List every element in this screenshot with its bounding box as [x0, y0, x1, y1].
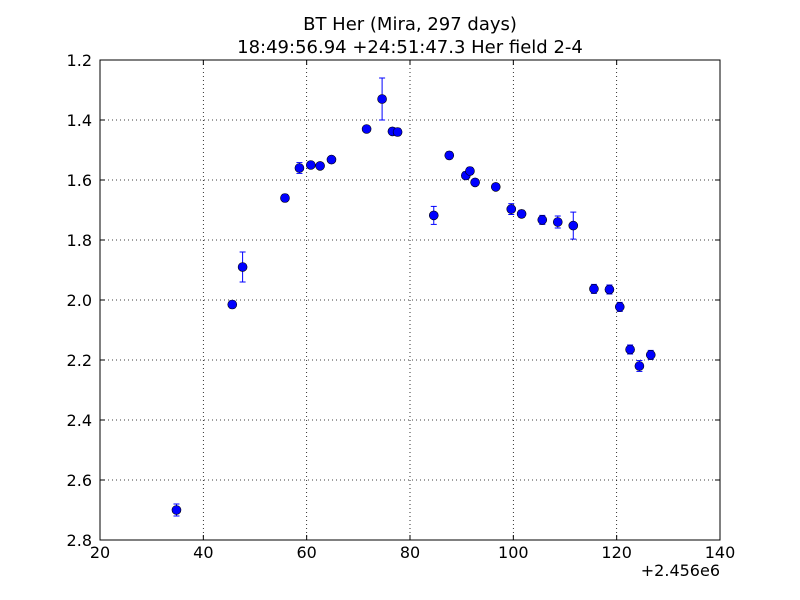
data-marker	[280, 193, 290, 203]
data-point	[614, 301, 625, 312]
data-point	[294, 162, 305, 174]
data-point	[280, 193, 290, 203]
data-marker	[428, 210, 439, 221]
data-point	[516, 209, 527, 219]
x-tick-label: 140	[705, 543, 736, 562]
data-point	[315, 161, 325, 171]
x-tick-label: 120	[601, 543, 632, 562]
data-point	[537, 214, 548, 225]
x-tick-label: 40	[193, 543, 213, 562]
data-marker	[465, 166, 475, 176]
y-tick-label: 1.4	[67, 111, 92, 130]
data-point	[645, 349, 656, 360]
data-marker	[625, 344, 635, 355]
chart-title: BT Her (Mira, 297 days)	[303, 14, 517, 35]
x-tick-label: 100	[498, 543, 529, 562]
data-point	[392, 127, 403, 137]
data-point	[465, 166, 475, 176]
x-tick-label: 60	[296, 543, 316, 562]
y-tick-label: 2.8	[67, 531, 92, 550]
data-marker	[490, 182, 501, 192]
data-marker	[326, 154, 337, 165]
data-point	[428, 205, 439, 225]
y-tick-label: 2.6	[67, 471, 92, 490]
y-axis-ticks: 1.2 1.4 1.6 1.8 2.0 2.2 2.4 2.6 2.8	[67, 51, 720, 550]
grid-lines	[100, 60, 720, 540]
x-tick-label: 20	[90, 543, 110, 562]
data-marker	[506, 204, 517, 214]
x-axis-ticks: 20 40 60 80 100 120 140	[90, 60, 735, 562]
data-point	[470, 177, 480, 188]
y-tick-label: 1.8	[67, 231, 92, 250]
data-marker	[552, 217, 563, 227]
data-marker	[604, 284, 615, 295]
data-point	[237, 251, 248, 283]
data-marker	[227, 299, 238, 310]
data-marker	[537, 215, 548, 225]
data-marker	[315, 161, 325, 171]
y-tick-label: 1.6	[67, 171, 92, 190]
data-point	[326, 154, 337, 165]
data-point	[361, 124, 372, 134]
data-marker	[589, 284, 599, 294]
data-marker	[392, 127, 403, 137]
data-point	[552, 215, 563, 229]
data-point	[568, 211, 579, 240]
data-point	[444, 150, 455, 161]
y-tick-label: 2.2	[67, 351, 92, 370]
data-marker	[614, 302, 625, 312]
data-point	[634, 360, 645, 372]
data-point	[589, 283, 599, 294]
data-marker	[305, 160, 316, 170]
data-point	[305, 160, 316, 170]
data-point	[490, 182, 501, 192]
data-marker	[237, 262, 248, 272]
data-marker	[634, 361, 645, 371]
data-marker	[377, 94, 387, 104]
data-marker	[294, 163, 305, 173]
data-marker	[516, 209, 527, 219]
y-tick-label: 1.2	[67, 51, 92, 70]
data-point	[377, 77, 387, 121]
data-point	[227, 299, 238, 310]
data-marker	[470, 177, 480, 188]
data-point	[171, 503, 182, 517]
data-marker	[361, 124, 372, 134]
data-point	[625, 344, 635, 355]
data-marker	[444, 150, 455, 161]
data-marker	[645, 350, 656, 360]
x-offset-label: +2.456e6	[641, 561, 720, 580]
data-marker	[171, 505, 182, 515]
y-tick-label: 2.0	[67, 291, 92, 310]
x-tick-label: 80	[400, 543, 420, 562]
plot-frame	[99, 59, 721, 541]
data-points	[171, 77, 656, 517]
data-marker	[568, 220, 579, 231]
data-point	[604, 284, 615, 295]
chart-subtitle: 18:49:56.94 +24:51:47.3 Her field 2-4	[237, 37, 583, 58]
data-point	[506, 203, 517, 215]
y-tick-label: 2.4	[67, 411, 92, 430]
